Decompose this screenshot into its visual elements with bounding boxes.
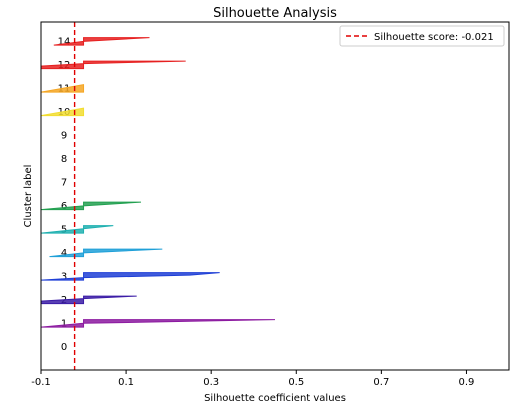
silhouette-cluster-4 <box>49 248 163 258</box>
silhouette-cluster-2 <box>40 295 137 305</box>
x-tick-label: 0.1 <box>118 377 134 388</box>
cluster-label-5: 5 <box>61 225 67 236</box>
legend: Silhouette score: -0.021 <box>339 25 505 47</box>
y-axis-label: Cluster label <box>23 165 34 228</box>
cluster-label-6: 6 <box>61 201 67 212</box>
cluster-label-7: 7 <box>61 178 67 189</box>
x-axis-label: Silhouette coefficient values <box>204 393 346 404</box>
x-tick-label: 0.7 <box>373 377 389 388</box>
cluster-label-0: 0 <box>61 342 67 353</box>
silhouette-cluster-6 <box>40 201 142 211</box>
cluster-label-9: 9 <box>61 131 67 142</box>
cluster-label-1: 1 <box>61 319 67 330</box>
legend-box <box>339 25 505 47</box>
x-tick-label: 0.9 <box>459 377 475 388</box>
x-tick-label: 0.5 <box>288 377 304 388</box>
legend-label: Silhouette score: -0.021 <box>374 32 494 43</box>
x-tick-label: -0.1 <box>31 377 51 388</box>
cluster-label-4: 4 <box>61 248 67 259</box>
plot-frame <box>40 21 510 371</box>
silhouette-cluster-1 <box>40 319 276 328</box>
silhouette-cluster-3 <box>40 272 220 281</box>
silhouette-cluster-5 <box>40 225 114 234</box>
cluster-label-8: 8 <box>61 154 67 165</box>
chart-title: Silhouette Analysis <box>213 6 337 21</box>
silhouette-cluster-14 <box>53 37 150 46</box>
plot-marks: 012345678910111214 <box>40 22 276 370</box>
x-tick-label: 0.3 <box>203 377 219 388</box>
cluster-label-14: 14 <box>58 37 71 48</box>
cluster-label-3: 3 <box>61 272 67 283</box>
x-axis: -0.1 0.1 0.3 0.5 0.7 0.9 <box>31 370 474 388</box>
